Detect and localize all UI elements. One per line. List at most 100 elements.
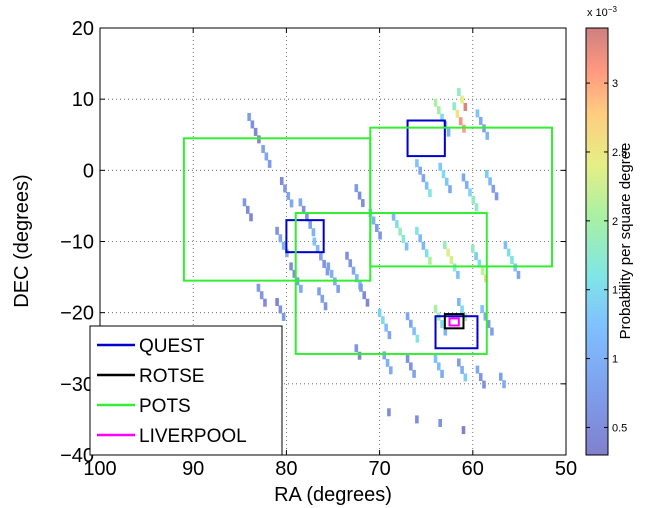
probability-cell xyxy=(436,106,441,115)
probability-cell xyxy=(384,323,388,332)
probability-cell xyxy=(401,235,406,244)
colorbar-gradient xyxy=(585,27,609,456)
probability-streak xyxy=(405,312,420,343)
probability-streak xyxy=(382,351,393,375)
probability-streak xyxy=(475,365,486,389)
probability-cell xyxy=(456,270,460,279)
probability-cell xyxy=(452,263,457,272)
probability-streak xyxy=(359,283,370,307)
probability-cell xyxy=(242,198,247,207)
colorbar-tick-label: 0.5 xyxy=(612,422,627,434)
probability-cell xyxy=(275,226,279,235)
probability-cell xyxy=(438,162,442,171)
probability-cell xyxy=(478,373,483,382)
probability-streak xyxy=(457,358,468,382)
pots-field-box xyxy=(294,212,488,355)
probability-streak xyxy=(354,184,365,208)
probability-cell xyxy=(446,128,451,137)
probability-streak xyxy=(242,198,253,222)
probability-cell xyxy=(371,216,376,225)
probability-cell xyxy=(428,189,432,198)
probability-streak xyxy=(461,173,479,212)
probability-cell xyxy=(480,305,484,314)
probability-cell xyxy=(471,195,476,204)
colorbar-label: Probability per square degree xyxy=(617,143,634,340)
probability-cell xyxy=(444,177,449,186)
probability-cell xyxy=(480,267,485,276)
probability-cell xyxy=(247,112,251,121)
probability-cell xyxy=(354,184,359,193)
pots-field-box xyxy=(369,126,554,268)
probability-cell xyxy=(405,312,410,321)
probability-cell xyxy=(433,98,438,107)
probability-cell xyxy=(415,334,420,343)
probability-cell xyxy=(250,120,255,129)
probability-cell xyxy=(404,242,409,251)
legend-label-pots: POTS xyxy=(139,396,191,417)
probability-streak xyxy=(247,112,261,144)
probability-cell xyxy=(424,249,429,258)
probability-cell xyxy=(462,124,466,133)
probability-cell xyxy=(398,227,402,236)
probability-cell xyxy=(357,351,362,360)
probability-cell xyxy=(245,205,250,214)
probability-cell xyxy=(460,305,464,314)
probability-cell xyxy=(464,180,469,189)
x-tick-label: 100 xyxy=(83,458,116,480)
quest-field-box xyxy=(406,119,446,158)
probability-streak xyxy=(438,418,442,427)
probability-streak xyxy=(503,241,521,279)
probability-cell xyxy=(428,256,432,265)
probability-cell xyxy=(405,354,410,363)
probability-cell xyxy=(502,380,506,389)
probability-streak xyxy=(377,308,392,340)
probability-cell xyxy=(440,369,444,378)
y-tick-label: −10 xyxy=(60,232,94,254)
probability-cell xyxy=(412,327,416,336)
probability-streak xyxy=(405,354,416,378)
probability-cell xyxy=(483,312,488,321)
probability-cell xyxy=(285,249,289,258)
probability-cell xyxy=(317,287,321,296)
probability-cell xyxy=(305,213,309,222)
probability-cell xyxy=(461,426,466,435)
probability-cell xyxy=(457,88,461,97)
legend-box xyxy=(89,325,283,456)
probability-cell xyxy=(357,191,362,200)
probability-cell xyxy=(455,109,460,118)
probability-cell xyxy=(491,184,496,193)
probability-cell xyxy=(415,415,419,424)
probability-streak xyxy=(298,198,316,237)
y-tick-label: 0 xyxy=(83,160,94,182)
probability-streak xyxy=(443,241,460,279)
colorbar-tick-label: 1.5 xyxy=(612,285,627,297)
probability-cell xyxy=(475,109,480,118)
y-tick-label: −40 xyxy=(60,445,94,467)
probability-cell xyxy=(452,102,456,111)
probability-streak xyxy=(279,177,294,208)
probability-cell xyxy=(320,294,325,303)
probability-cell xyxy=(299,284,303,293)
quest-field-box xyxy=(434,315,479,350)
probability-cell xyxy=(433,354,438,363)
probability-streak xyxy=(457,88,468,111)
probability-cell xyxy=(264,152,269,161)
probability-cell xyxy=(359,283,363,292)
probability-cell xyxy=(448,185,452,194)
probability-cell xyxy=(378,231,382,240)
y-axis-ticks: 20 10 0 −10 −20 −30 −40 xyxy=(60,18,566,467)
probability-cell xyxy=(387,408,391,417)
probability-cell xyxy=(409,319,413,328)
probability-cell xyxy=(329,269,334,278)
probability-cell xyxy=(474,203,479,212)
quest-field-box xyxy=(285,219,325,254)
probability-streak xyxy=(275,226,289,258)
probability-cell xyxy=(326,262,331,271)
probability-streak xyxy=(452,102,466,133)
probability-cell xyxy=(415,159,419,168)
probability-cell xyxy=(503,241,508,250)
probability-cell xyxy=(449,256,454,265)
probability-cell xyxy=(409,362,413,371)
colorbar-tick-label: 2.5 xyxy=(612,147,627,159)
